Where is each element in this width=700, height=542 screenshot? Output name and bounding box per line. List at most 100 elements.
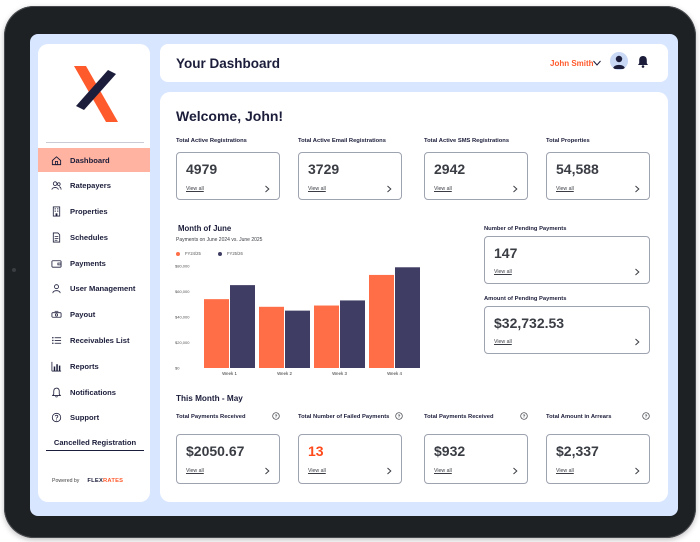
y-tick-label: $0 <box>175 366 180 371</box>
total-amount-arrears-view-all-link[interactable]: View all <box>556 468 574 474</box>
sidebar-item-notifications[interactable]: Notifications <box>38 380 150 404</box>
sidebar-item-receivables-list[interactable]: Receivables List <box>38 329 150 353</box>
powered-by-label: Powered by <box>52 478 80 484</box>
sidebar-item-payout[interactable]: Payout <box>38 303 150 327</box>
users-icon <box>50 180 62 192</box>
powered-by-logo: FLEXRATES <box>87 478 124 484</box>
help-icon[interactable]: ? <box>520 412 528 420</box>
bell-icon[interactable] <box>637 55 649 68</box>
sidebar-item-reports[interactable]: Reports <box>38 354 150 378</box>
tablet-frame: Dashboard Ratepayers Properties Schedules Pa… <box>4 6 696 538</box>
chevron-right-icon[interactable] <box>512 467 518 475</box>
pending-payments-count-view-all-link[interactable]: View all <box>494 269 512 275</box>
building-icon <box>50 206 62 218</box>
sidebar-item-label: Reports <box>70 361 99 371</box>
payments-other-sources-view-all-link[interactable]: View all <box>434 468 452 474</box>
chevron-right-icon[interactable] <box>634 467 640 475</box>
total-properties-view-all-link[interactable]: View all <box>556 186 574 192</box>
sidebar-item-properties[interactable]: Properties <box>38 200 150 224</box>
sidebar-item-user-management[interactable]: User Management <box>38 277 150 301</box>
chevron-down-icon[interactable] <box>592 58 602 68</box>
bar-fy25-26-week-2 <box>285 310 310 368</box>
wallet-icon <box>50 257 62 269</box>
user-name-menu[interactable]: John Smith <box>550 59 594 68</box>
legend-swatch <box>218 251 222 256</box>
total-properties-value: 54,588 <box>556 161 599 177</box>
bar-fy25-26-week-1 <box>230 285 255 368</box>
sidebar-item-label: Schedules <box>70 232 108 242</box>
total-active-sms-registrations-view-all-link[interactable]: View all <box>434 186 452 192</box>
total-amount-arrears-value: $2,337 <box>556 443 599 459</box>
home-icon <box>50 154 62 166</box>
pending-payments-count-value: 147 <box>494 245 518 261</box>
svg-text:?: ? <box>523 414 526 419</box>
total-active-registrations-view-all-link[interactable]: View all <box>186 186 204 192</box>
sidebar-item-cancelled-registration[interactable]: Cancelled Registration <box>46 438 144 451</box>
avatar[interactable] <box>610 52 628 70</box>
chevron-right-icon[interactable] <box>512 185 518 193</box>
total-failed-payments-card[interactable]: 13 View all <box>298 434 402 484</box>
chevron-right-icon[interactable] <box>386 467 392 475</box>
total-failed-payments-value: 13 <box>308 443 324 459</box>
y-tick-label: $20,000 <box>175 340 190 345</box>
total-failed-payments-view-all-link[interactable]: View all <box>308 468 326 474</box>
total-amount-arrears-label: Total Amount in Arrears <box>546 414 612 420</box>
chevron-right-icon[interactable] <box>634 268 640 276</box>
dashboard-main: Welcome, John! Month of June Payments on… <box>160 92 668 502</box>
total-payments-received-card[interactable]: $2050.67 View all <box>176 434 280 484</box>
chevron-right-icon[interactable] <box>264 467 270 475</box>
sidebar-item-schedules[interactable]: Schedules <box>38 225 150 249</box>
sidebar-item-label: Payments <box>70 258 106 268</box>
legend-item-series-2: FY25/26 <box>218 251 243 256</box>
total-active-email-registrations-label: Total Active Email Registrations <box>298 138 386 144</box>
sidebar-item-ratepayers[interactable]: Ratepayers <box>38 174 150 198</box>
y-tick-label: $40,000 <box>175 315 190 320</box>
user-icon <box>613 55 625 69</box>
total-properties-label: Total Properties <box>546 138 590 144</box>
total-active-registrations-value: 4979 <box>186 161 218 177</box>
pending-payments-count-card[interactable]: 147 View all <box>484 236 650 284</box>
sidebar-item-support[interactable]: Support <box>38 406 150 430</box>
total-amount-arrears-card[interactable]: $2,337 View all <box>546 434 650 484</box>
help-icon[interactable]: ? <box>395 412 403 420</box>
sidebar-item-payments[interactable]: Payments <box>38 251 150 275</box>
pending-payments-count-label: Number of Pending Payments <box>484 226 567 232</box>
list-icon <box>50 335 62 347</box>
total-active-email-registrations-card[interactable]: 3729 View all <box>298 152 402 200</box>
total-payments-received-value: $2050.67 <box>186 443 245 459</box>
pending-payments-amount-card[interactable]: $32,732.53 View all <box>484 306 650 354</box>
document-icon <box>50 231 62 243</box>
help-icon[interactable]: ? <box>272 412 280 420</box>
camera-dot <box>12 268 16 272</box>
chevron-right-icon[interactable] <box>386 185 392 193</box>
total-active-email-registrations-view-all-link[interactable]: View all <box>308 186 326 192</box>
payments-other-sources-value: $932 <box>434 443 466 459</box>
total-active-registrations-card[interactable]: 4979 View all <box>176 152 280 200</box>
chevron-right-icon[interactable] <box>634 185 640 193</box>
bar-fy24-25-week-2 <box>259 306 284 368</box>
chart-subtitle: Payments on June 2024 vs. June 2025 <box>176 237 263 243</box>
total-payments-received-label: Total Payments Received <box>176 414 246 420</box>
sidebar-item-dashboard[interactable]: Dashboard <box>38 148 150 172</box>
chevron-right-icon[interactable] <box>264 185 270 193</box>
sidebar-item-label: User Management <box>70 284 136 294</box>
pending-payments-amount-label: Amount of Pending Payments <box>484 296 567 302</box>
legend-item-series-1: FY24/25 <box>176 251 201 256</box>
sidebar: Dashboard Ratepayers Properties Schedules Pa… <box>38 44 150 502</box>
bar-chart: $80,000 $60,000 $40,000 $20,000 $0 Week 1 Week… <box>175 264 420 376</box>
y-tick-label: $80,000 <box>175 264 190 269</box>
payments-other-sources-card[interactable]: $932 View all <box>424 434 528 484</box>
total-active-sms-registrations-label: Total Active SMS Registrations <box>424 138 510 144</box>
flexrates-logo <box>74 66 118 122</box>
x-tick-label: Week 1 <box>222 371 237 376</box>
legend-swatch <box>176 251 180 256</box>
total-active-sms-registrations-card[interactable]: 2942 View all <box>424 152 528 200</box>
help-icon[interactable]: ? <box>642 412 650 420</box>
bar-fy24-25-week-4 <box>369 274 394 368</box>
welcome-heading: Welcome, John! <box>176 108 284 124</box>
total-properties-card[interactable]: 54,588 View all <box>546 152 650 200</box>
sidebar-item-label: Ratepayers <box>70 181 111 191</box>
total-payments-received-view-all-link[interactable]: View all <box>186 468 204 474</box>
chevron-right-icon[interactable] <box>634 338 640 346</box>
pending-payments-amount-view-all-link[interactable]: View all <box>494 339 512 345</box>
